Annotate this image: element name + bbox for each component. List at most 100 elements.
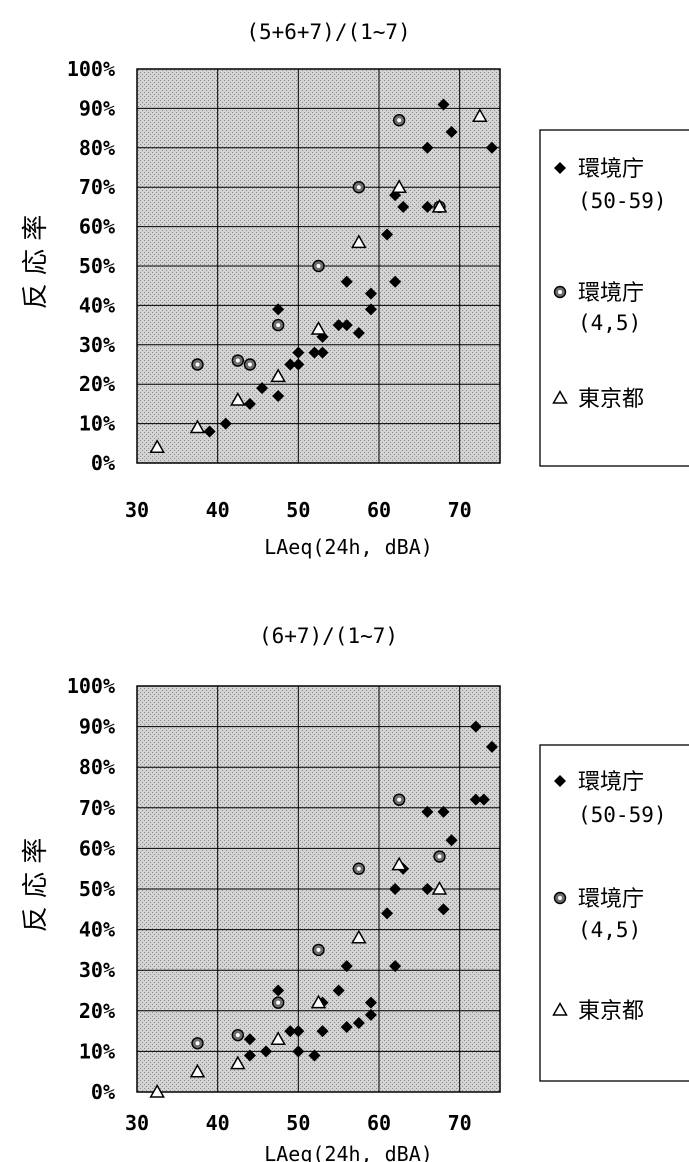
y-axis-label: 反 応 率 xyxy=(21,215,51,310)
data-point-triangle xyxy=(189,419,206,434)
data-point-circle xyxy=(392,114,406,127)
data-point-circle xyxy=(243,358,257,371)
x-tick-label: 50 xyxy=(286,498,310,522)
data-point-circle xyxy=(231,1028,245,1042)
data-point-triangle xyxy=(310,321,327,335)
legend-label-sub: (4,5) xyxy=(578,918,641,942)
chart-title: (6+7)/(1~7) xyxy=(259,624,398,648)
data-point-diamond xyxy=(292,1045,305,1058)
data-point-diamond xyxy=(389,960,402,973)
data-point-diamond xyxy=(469,720,482,733)
y-tick-label: 100% xyxy=(67,674,115,698)
legend-box xyxy=(539,129,689,467)
data-point-triangle xyxy=(431,198,448,213)
data-point-triangle xyxy=(351,234,367,249)
data-point-diamond xyxy=(381,907,394,920)
data-point-diamond xyxy=(485,740,498,753)
chart-title: (5+6+7)/(1~7) xyxy=(246,20,410,44)
data-point-diamond xyxy=(272,303,285,316)
data-point-triangle xyxy=(270,368,286,383)
series-diamond xyxy=(243,720,498,1062)
data-point-triangle xyxy=(310,994,327,1009)
legend-label: 東京都 xyxy=(578,999,644,1024)
y-tick-label: 40% xyxy=(79,293,115,317)
data-point-triangle xyxy=(472,108,488,123)
data-point-diamond xyxy=(256,382,269,395)
y-tick-label: 40% xyxy=(79,918,115,942)
legend-label: 環境庁 xyxy=(578,770,644,795)
y-tick-label: 0% xyxy=(91,451,115,475)
y-axis-label: 反 応 率 xyxy=(21,838,51,933)
data-point-diamond xyxy=(308,346,321,359)
legend-label: 環境庁 xyxy=(578,157,644,182)
data-point-diamond xyxy=(437,805,450,818)
data-point-diamond xyxy=(485,141,498,154)
legend-marker-triangle xyxy=(552,389,568,404)
x-tick-label: 50 xyxy=(286,1111,310,1135)
chart-2: (6+7)/(1~7) 0% 10% 20% 30% 40% 50% 60% 70% 80% 90%… xyxy=(21,624,689,1162)
data-point-diamond xyxy=(389,275,402,288)
y-tick-label: 10% xyxy=(79,1039,115,1063)
y-tick-label: 10% xyxy=(79,412,115,436)
data-point-diamond xyxy=(316,1025,329,1038)
data-point-triangle xyxy=(270,1031,286,1045)
data-point-diamond xyxy=(332,984,345,997)
data-point-triangle xyxy=(230,1055,246,1070)
data-point-diamond xyxy=(381,228,394,241)
data-point-diamond xyxy=(469,793,482,806)
data-point-circle xyxy=(352,862,366,875)
data-point-diamond xyxy=(243,397,256,410)
data-point-diamond xyxy=(389,883,402,895)
y-tick-label: 90% xyxy=(79,715,115,739)
data-point-diamond xyxy=(243,1033,256,1046)
data-point-diamond xyxy=(421,200,434,213)
data-point-diamond xyxy=(421,805,434,818)
y-tick-label: 50% xyxy=(79,254,115,278)
y-tick-label: 70% xyxy=(79,796,115,820)
data-point-diamond xyxy=(477,793,490,806)
legend-label: 東京都 xyxy=(578,387,644,412)
data-point-diamond xyxy=(260,1045,273,1058)
y-tick-label: 60% xyxy=(79,836,115,860)
legend: 環境庁 (50-59) 環境庁 (4,5) 東京都 xyxy=(539,744,689,1082)
data-point-diamond xyxy=(352,326,365,339)
data-point-diamond xyxy=(243,1049,256,1062)
data-point-diamond xyxy=(316,346,329,359)
data-point-diamond xyxy=(203,425,216,438)
legend-label: 環境庁 xyxy=(578,887,644,912)
data-point-diamond xyxy=(340,319,353,332)
data-point-diamond xyxy=(284,1025,297,1038)
data-point-triangle xyxy=(391,179,407,193)
data-point-diamond xyxy=(340,1021,353,1034)
data-point-circle xyxy=(191,1037,204,1050)
legend: 環境庁 (50-59) 環境庁 (4,5) 東京都 xyxy=(539,129,689,467)
data-point-diamond xyxy=(332,319,345,332)
y-tick-label: 100% xyxy=(67,57,115,81)
y-tick-label: 50% xyxy=(79,877,115,901)
data-point-circle xyxy=(271,318,285,332)
y-tick-label: 90% xyxy=(79,96,115,120)
data-point-diamond xyxy=(445,834,458,847)
y-tick-label: 80% xyxy=(79,755,115,779)
legend-marker-circle xyxy=(553,891,567,905)
data-point-circle xyxy=(231,354,245,367)
data-point-circle xyxy=(271,996,285,1009)
data-point-diamond xyxy=(284,358,297,371)
data-point-circle xyxy=(312,943,325,957)
legend-marker-diamond xyxy=(554,162,566,174)
data-point-diamond xyxy=(340,275,353,288)
data-point-triangle xyxy=(431,880,448,895)
series-triangle xyxy=(149,856,448,1098)
data-point-circle xyxy=(312,259,325,273)
data-point-circle xyxy=(352,180,366,194)
y-tick-label: 80% xyxy=(79,136,115,160)
x-axis-label: LAeq(24h, dBA) xyxy=(264,1142,433,1162)
data-point-diamond xyxy=(421,883,434,895)
data-point-diamond xyxy=(272,984,285,997)
data-point-triangle xyxy=(189,1063,206,1078)
legend-box xyxy=(539,744,689,1082)
data-point-triangle xyxy=(230,391,246,406)
data-point-diamond xyxy=(364,287,377,300)
data-point-triangle xyxy=(149,1083,165,1098)
legend-marker-triangle xyxy=(552,1001,568,1016)
